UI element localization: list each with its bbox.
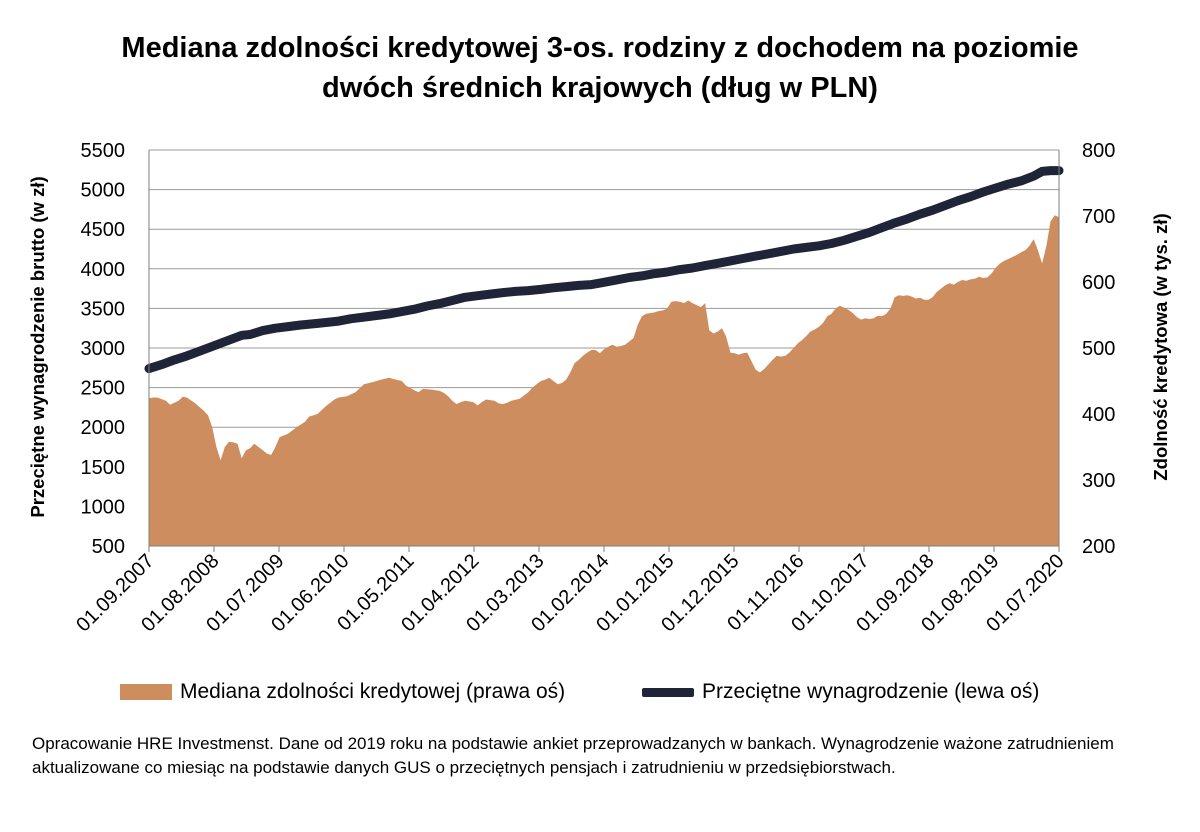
y-right-tick-700: 700: [1082, 206, 1115, 228]
y-left-tick-500: 500: [92, 536, 125, 558]
y-right-tick-500: 500: [1082, 338, 1115, 360]
y-axis-right-label: Zdolność kredytowa (w tys. zł): [1150, 213, 1171, 480]
legend-item-zdolnosc: Mediana zdolności kredytowej (prawa oś): [120, 680, 565, 704]
footnote: Opracowanie HRE Investmenst. Dane od 201…: [32, 734, 1114, 777]
y-left-tick-4500: 4500: [81, 219, 126, 241]
y-right-tick-400: 400: [1082, 404, 1115, 426]
y-right-tick-200: 200: [1082, 536, 1115, 558]
y-left-tick-2500: 2500: [81, 378, 126, 400]
y-right-tick-labels: 200 300 400 500 600 700 800: [1082, 140, 1115, 558]
chart-title-line-2: dwóch średnich krajowych (dług w PLN): [322, 72, 878, 104]
y-left-tick-labels: 500 1000 1500 2000 2500 3000 3500 4000 4500 5000 5…: [81, 140, 126, 558]
y-left-tick-3500: 3500: [81, 298, 126, 320]
legend-swatch-area: [120, 684, 172, 700]
legend: Mediana zdolności kredytowej (prawa oś) …: [0, 676, 1200, 710]
y-left-tick-3000: 3000: [81, 338, 126, 360]
legend-label-wynagrodzenie: Przeciętne wynagrodzenie (lewa oś): [702, 680, 1040, 703]
chart-title-line-1: Mediana zdolności kredytowej 3-os. rodzi…: [121, 32, 1079, 64]
y-right-tick-300: 300: [1082, 470, 1115, 492]
chart-svg: 500 1000 1500 2000 2500 3000 3500 4000 4500 5000 5…: [27, 140, 1171, 636]
legend-label-zdolnosc: Mediana zdolności kredytowej (prawa oś): [180, 680, 566, 703]
y-left-tick-2000: 2000: [81, 417, 126, 439]
y-left-tick-5000: 5000: [81, 180, 126, 202]
chart-title: Mediana zdolności kredytowej 3-os. rodzi…: [0, 28, 1200, 108]
y-left-tick-1000: 1000: [81, 496, 126, 518]
line-series-wynagrodzenie: [144, 166, 1064, 374]
legend-item-wynagrodzenie: Przeciętne wynagrodzenie (lewa oś): [642, 680, 1039, 704]
y-left-tick-1500: 1500: [81, 457, 126, 479]
y-left-tick-5500: 5500: [81, 140, 126, 162]
y-right-tick-800: 800: [1082, 140, 1115, 162]
legend-swatch-line: [642, 687, 694, 697]
y-axis-left-label: Przeciętne wynagrodzenie brutto (w zł): [27, 176, 48, 517]
area-series-zdolnosc: [149, 215, 1059, 547]
y-right-tick-600: 600: [1082, 272, 1115, 294]
x-tick-labels: 01.09.200701.08.200801.07.200901.06.2010…: [72, 546, 1069, 636]
y-left-tick-4000: 4000: [81, 259, 126, 281]
